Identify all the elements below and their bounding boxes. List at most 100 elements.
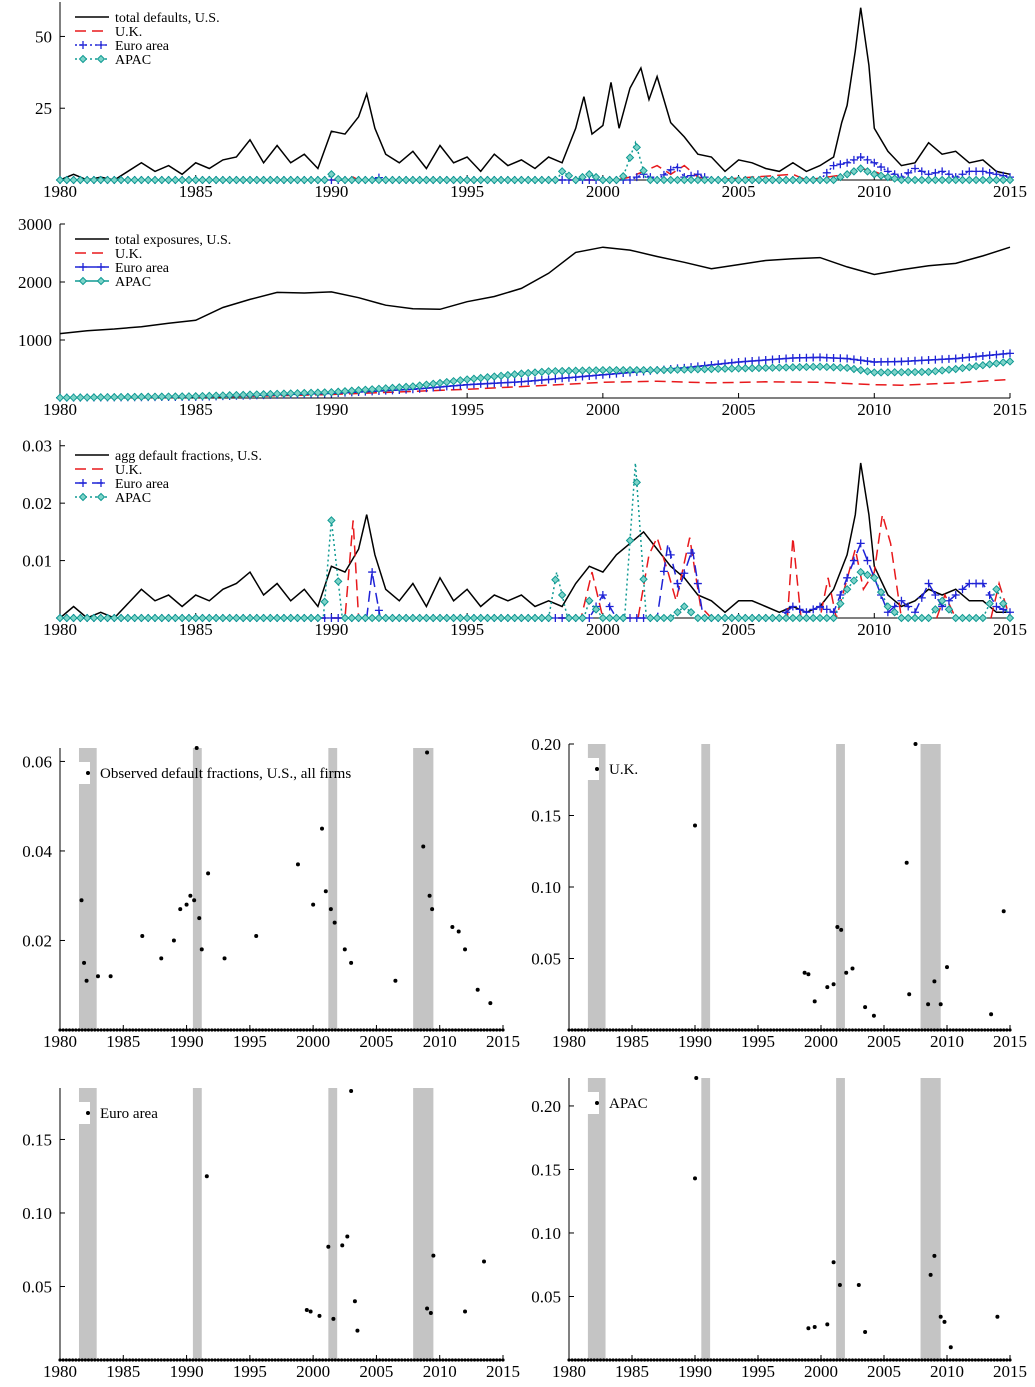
recession-band xyxy=(701,1078,711,1360)
series-line-0 xyxy=(59,7,1011,181)
data-point xyxy=(699,1028,703,1032)
data-point xyxy=(797,1028,801,1032)
recession-band xyxy=(413,748,434,1030)
diamond-marker xyxy=(585,366,594,375)
data-point xyxy=(181,1358,186,1362)
diamond-marker xyxy=(218,613,228,623)
data-point xyxy=(482,1259,487,1264)
diamond-marker xyxy=(327,387,336,397)
diamond-marker xyxy=(184,613,194,623)
x-tick-label: 1985 xyxy=(106,1032,140,1051)
data-point xyxy=(352,1299,357,1304)
data-point xyxy=(191,1358,195,1362)
data-point xyxy=(857,1028,861,1032)
data-point xyxy=(184,902,189,907)
diamond-marker xyxy=(164,392,173,401)
data-point xyxy=(649,1028,653,1032)
data-point xyxy=(273,1358,277,1362)
data-point xyxy=(257,1358,261,1362)
legend-entry: total defaults, U.S. xyxy=(75,11,220,26)
data-point xyxy=(976,1028,981,1032)
diamond-marker xyxy=(524,175,533,185)
data-point xyxy=(970,1028,974,1032)
plus-marker xyxy=(693,579,702,588)
diamond-marker xyxy=(82,393,92,402)
data-point xyxy=(267,1028,271,1032)
diamond-marker xyxy=(184,175,194,185)
recession-band xyxy=(78,748,97,1030)
diamond-marker xyxy=(89,393,99,402)
diamond-marker xyxy=(700,364,709,374)
diamond-marker xyxy=(381,175,390,185)
diamond-marker xyxy=(435,175,445,185)
plus-marker xyxy=(843,158,852,167)
data-point xyxy=(393,978,398,983)
data-point xyxy=(791,1028,795,1032)
data-point xyxy=(802,970,807,975)
series-line-0 xyxy=(59,462,1010,619)
data-point xyxy=(595,1028,599,1032)
diamond-marker xyxy=(449,175,458,185)
diamond-marker xyxy=(300,388,309,398)
data-point xyxy=(292,1028,296,1032)
diamond-marker xyxy=(442,613,451,623)
diamond-marker xyxy=(469,374,479,383)
plus-marker xyxy=(836,160,845,169)
data-point xyxy=(314,1358,318,1362)
data-point xyxy=(825,1322,830,1327)
data-point xyxy=(140,934,145,938)
data-point xyxy=(583,1028,587,1032)
data-point xyxy=(819,1028,823,1032)
data-point xyxy=(923,1358,927,1362)
data-point xyxy=(308,1309,313,1314)
diamond-marker xyxy=(123,392,133,402)
diamond-marker xyxy=(205,175,214,185)
x-tick-label: 1980 xyxy=(552,1362,586,1381)
diamond-marker xyxy=(659,613,669,623)
plus-marker xyxy=(917,167,926,176)
data-point xyxy=(61,1358,65,1362)
diamond-marker xyxy=(619,365,628,375)
y-tick-label: 0.10 xyxy=(531,878,561,897)
diamond-marker xyxy=(741,613,750,623)
data-point xyxy=(866,1358,870,1362)
data-point xyxy=(409,1028,413,1032)
diamond-marker xyxy=(96,492,106,502)
data-point xyxy=(71,1028,75,1032)
diamond-marker xyxy=(646,175,655,185)
diamond-marker xyxy=(89,613,99,623)
data-point xyxy=(1001,909,1006,914)
data-point xyxy=(476,1358,480,1362)
data-point xyxy=(460,1028,464,1032)
data-point xyxy=(787,1358,792,1362)
diamond-marker xyxy=(646,613,655,623)
data-point xyxy=(216,1028,220,1032)
diamond-marker xyxy=(985,360,994,369)
diamond-marker xyxy=(313,613,323,623)
diamond-marker xyxy=(367,385,377,394)
diamond-marker xyxy=(591,605,601,614)
diamond-marker xyxy=(612,365,621,375)
data-point xyxy=(986,1358,990,1362)
data-point xyxy=(412,1028,416,1032)
data-point xyxy=(384,1358,388,1362)
data-point xyxy=(1008,1358,1012,1362)
data-point xyxy=(806,1326,811,1331)
diamond-marker xyxy=(225,391,234,400)
diamond-marker xyxy=(55,393,65,402)
data-point xyxy=(614,1028,618,1032)
diamond-marker xyxy=(754,363,764,373)
diamond-marker xyxy=(971,175,981,185)
data-point xyxy=(355,1358,360,1362)
diamond-marker xyxy=(55,175,65,185)
diamond-marker xyxy=(686,608,696,617)
diamond-marker xyxy=(727,613,736,623)
plus-marker xyxy=(965,579,974,588)
diamond-marker xyxy=(469,613,479,623)
diamond-marker xyxy=(306,175,316,185)
data-point xyxy=(592,1358,596,1362)
diamond-marker xyxy=(564,613,574,623)
recession-band xyxy=(192,1088,202,1360)
legend-entry: APAC xyxy=(75,491,151,506)
data-point xyxy=(245,1028,249,1032)
